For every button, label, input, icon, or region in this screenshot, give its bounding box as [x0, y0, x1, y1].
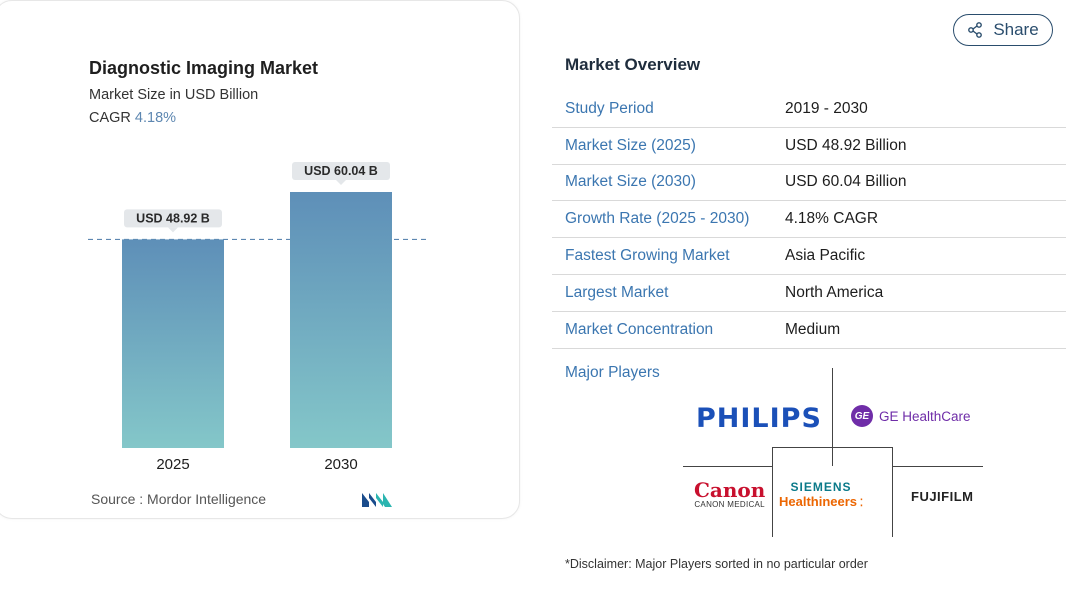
category-label: 2030 [324, 456, 357, 473]
share-label: Share [993, 20, 1039, 39]
healthineers-wordmark: Healthineers ⁚ [779, 494, 864, 509]
bar-chart: USD 48.92 B 2025 USD 60.04 B 2030 [88, 162, 430, 473]
overview-key[interactable]: Study Period [565, 99, 654, 117]
ge-healthcare-logo: GE GE HealthCare [851, 405, 971, 427]
share-icon [968, 22, 983, 38]
data-label: USD 48.92 B [136, 211, 210, 225]
canon-medical-logo: Canon CANON MEDICAL [694, 480, 765, 509]
divider [683, 466, 773, 467]
bar [122, 239, 224, 448]
overview-row: Growth Rate (2025 - 2030) 4.18% CAGR [552, 201, 1066, 239]
major-players-label[interactable]: Major Players [565, 364, 660, 381]
category-label: 2025 [156, 456, 189, 473]
overview-key[interactable]: Fastest Growing Market [565, 247, 730, 265]
overview-row: Study Period 2019 - 2030 [552, 91, 1066, 128]
fujifilm-logo: FUJIFILM [911, 489, 974, 504]
overview-key[interactable]: Growth Rate (2025 - 2030) [565, 210, 750, 228]
divider [892, 447, 893, 537]
ge-monogram-icon: GE [851, 405, 873, 427]
bar [290, 192, 392, 448]
data-label-bg [292, 162, 390, 180]
overview-value: 4.18% CAGR [785, 210, 879, 228]
overview-key[interactable]: Market Concentration [565, 320, 714, 338]
canon-wordmark: Canon [694, 478, 766, 502]
data-label-pointer [168, 227, 178, 233]
data-label-pointer [336, 180, 346, 185]
data-label: USD 60.04 B [304, 164, 378, 178]
divider [772, 447, 773, 537]
overview-row: Market Size (2030) USD 60.04 Billion [552, 165, 1066, 202]
chart-subtitle: Market Size in USD Billion [89, 87, 259, 103]
cagr-value: 4.18% [134, 110, 177, 126]
disclaimer: *Disclaimer: Major Players sorted in no … [565, 557, 868, 571]
overview-table: Study Period 2019 - 2030 Market Size (20… [552, 91, 1066, 349]
canon-medical-text: CANON MEDICAL [694, 500, 765, 509]
overview-value: North America [785, 283, 884, 301]
overview-value: Asia Pacific [785, 247, 866, 265]
philips-logo: PHILIPS [696, 403, 822, 434]
share-button[interactable]: Share [953, 14, 1053, 46]
cagr-label: CAGR [89, 110, 131, 126]
overview-key[interactable]: Largest Market [565, 283, 669, 301]
overview-row: Market Size (2025) USD 48.92 Billion [552, 128, 1066, 165]
chart-title: Diagnostic Imaging Market [89, 58, 319, 78]
overview-value: 2019 - 2030 [785, 99, 868, 117]
overview-key[interactable]: Market Size (2030) [565, 173, 696, 191]
siemens-wordmark: SIEMENS [790, 480, 852, 494]
overview-value: USD 60.04 Billion [785, 173, 907, 191]
overview-value: USD 48.92 Billion [785, 136, 907, 154]
chart-cagr: CAGR 4.18% [89, 110, 176, 126]
chart-card [0, 0, 520, 519]
divider [893, 466, 983, 467]
ge-healthcare-text: GE HealthCare [879, 408, 971, 424]
overview-value: Medium [785, 320, 841, 338]
overview-title: Market Overview [565, 55, 701, 74]
siemens-healthineers-logo: SIEMENS Healthineers ⁚ [779, 480, 863, 509]
overview-row: Fastest Growing Market Asia Pacific [552, 238, 1066, 275]
chart-source: Source : Mordor Intelligence [91, 491, 267, 507]
divider [772, 447, 893, 448]
data-label-bg [124, 209, 222, 228]
divider [832, 368, 833, 466]
overview-key[interactable]: Market Size (2025) [565, 136, 696, 154]
mordor-intelligence-logo-icon [362, 493, 392, 507]
overview-row: Market Concentration Medium [552, 312, 1066, 349]
overview-row: Largest Market North America [552, 275, 1066, 312]
